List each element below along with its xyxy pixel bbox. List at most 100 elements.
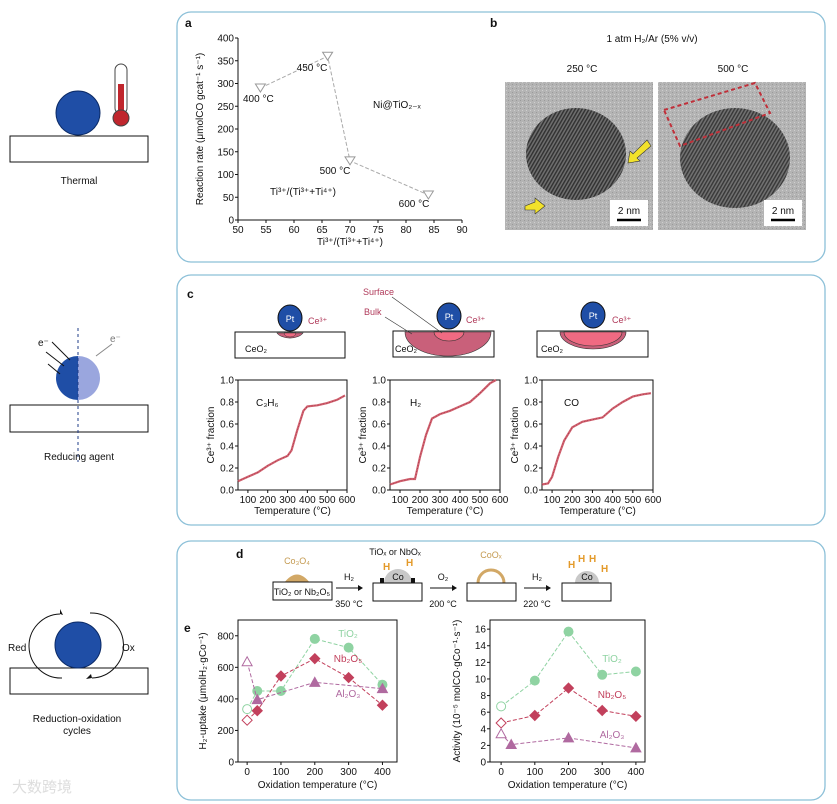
data-point [630,666,641,677]
series-points [389,379,497,485]
series-1: Nb₂O₅ [241,652,389,726]
tem-temp-250: 250 °C [567,64,598,75]
y-tick-label: 0.0 [220,486,234,497]
x-tick-label: 400 [374,767,391,778]
scale-bar [610,200,648,226]
surface-label: Surface [363,287,394,297]
y-tick-label: 400 [217,34,234,45]
x-tick-label: 600 [492,495,509,506]
y-tick-label: 300 [217,79,234,90]
x-tick-label: 55 [260,225,272,236]
x-tick-label: 400 [628,767,645,778]
x-tick-label: 600 [339,495,356,506]
chart-1: 100 200 300 400 500 600 0.0 0.2 0.4 0.6 0.8 1.0 Temp… [206,376,356,518]
x-axis-label: Temperature (°C) [407,506,484,517]
series-label: Al₂O₃ [336,689,361,700]
y-tick-label: 0.4 [372,442,386,453]
support-label: TiO₂ or Nb₂O₅ [274,587,331,597]
point-label: 500 °C [320,166,351,177]
x-tick-label: 60 [288,225,300,236]
plot-frame [541,379,654,491]
y-tick-label: 16 [475,625,487,636]
pt-label: Pt [589,311,598,321]
x-tick-label: 100 [392,495,409,506]
hydrogen-label: H [589,554,596,565]
electron-label-right: e⁻ [110,334,121,345]
step2-temp: 200 °C [429,599,457,609]
arrow-icon [430,585,457,591]
y-axis-label: Ce³⁺ fraction [510,407,521,464]
series-0 [389,379,497,486]
data-point [242,704,253,715]
y-tick-label: 200 [217,726,234,737]
series-line [237,394,346,483]
arrow-icon [524,197,546,215]
series-2: Al₂O₃ [495,727,642,753]
pt-label: Pt [286,314,295,324]
c-schematic-co: Pt Ce³⁺ CeO₂ [536,301,649,358]
series-2: Al₂O₃ [241,655,389,705]
x-tick-label: 200 [412,495,429,506]
x-tick-label: 80 [400,225,412,236]
data-point [275,670,287,682]
y-tick-label: 50 [223,193,235,204]
chart-title: CO [564,398,579,409]
y-tick-label: 0 [228,216,234,227]
y-tick-label: 0.6 [220,420,234,431]
x-tick-label: 65 [316,225,328,236]
d-step-oxidized: CoOₓ [466,550,517,602]
reduction-arrow-icon [28,613,63,679]
x-tick-label: 200 [560,767,577,778]
y-tick-label: 1.0 [524,376,538,387]
charts: 50 55 60 65 70 75 80 85 900501001502002503003504… [195,34,662,792]
step1-gas: H₂ [344,572,354,582]
d-step-final: Co H H H H [561,554,612,602]
x-tick-label: 400 [452,495,469,506]
substrate [9,135,149,163]
y-tick-label: 0.0 [524,486,538,497]
x-tick-label: 90 [456,225,468,236]
thermal-schematic: Thermal [9,63,149,187]
series-label: Al₂O₃ [600,730,625,741]
data-point [343,642,354,653]
data-point [251,693,264,705]
data-point [376,682,389,694]
x-tick-label: 600 [645,495,662,506]
y-tick-label: 250 [217,102,234,113]
data-point [505,738,518,750]
highlight-region [662,81,772,148]
y-tick-label: 1.0 [220,376,234,387]
y-tick-label: 400 [217,694,234,705]
redox-label-line1: Reduction-oxidation [33,714,121,725]
x-tick-label: 100 [240,495,257,506]
y-tick-label: 8 [480,691,486,702]
data-point [562,731,575,743]
y-tick-label: 12 [475,658,487,669]
x-tick-label: 85 [428,225,440,236]
x-axis-label: Oxidation temperature (°C) [258,780,378,791]
y-tick-label: 350 [217,56,234,67]
chart-4: 0 100 200 300 400 0 200 400 600 800 Oxidation temp… [198,619,398,791]
x-axis-label: Ti³⁺/(Ti³⁺+Ti⁴⁺) [317,237,383,248]
step1-temp: 350 °C [335,599,363,609]
x-tick-label: 0 [244,767,250,778]
y-tick-label: 0.6 [524,420,538,431]
electron-label-left: e⁻ [38,338,49,349]
y-tick-label: 14 [475,641,487,652]
data-point [344,156,356,166]
ceo2-label: CeO₂ [541,344,564,354]
y-tick-label: 0.6 [372,420,386,431]
x-tick-label: 100 [544,495,561,506]
x-axis-label: Oxidation temperature (°C) [508,780,628,791]
y-axis-label: Ce³⁺ fraction [206,407,217,464]
data-point [275,686,286,696]
series-0: TiO₂ [496,626,641,712]
panel-label-d: d [236,547,243,561]
hydrogen-label: H [578,554,585,565]
data-point [630,741,642,753]
ce3-label: Ce³⁺ [612,315,632,325]
plot-frame [489,619,646,763]
point-label: 400 °C [243,94,274,105]
series-line [500,733,636,749]
